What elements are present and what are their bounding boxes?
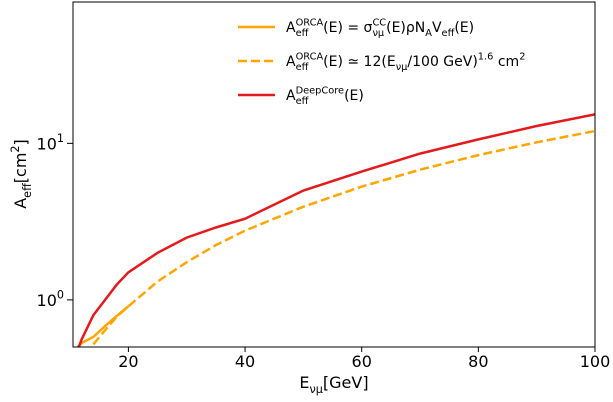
x-tick-label: 80 bbox=[468, 352, 488, 371]
plot-frame bbox=[72, 1, 596, 348]
legend-label: AeffDeepCore(E) bbox=[286, 86, 364, 108]
y-tick-label: 100 bbox=[37, 289, 64, 310]
x-tick-label: 40 bbox=[235, 352, 255, 371]
x-axis-label: Eνμ[GeV] bbox=[299, 373, 368, 396]
y-axis-label: Aeff[cm2] bbox=[9, 139, 34, 209]
legend-label: AeffORCA(E) ≃ 12(Eνμ/100 GeV)1.6 cm2 bbox=[286, 52, 525, 73]
y-tick-label: 101 bbox=[37, 132, 64, 153]
series-line bbox=[92, 129, 595, 346]
x-tick-label: 60 bbox=[352, 352, 372, 371]
series-line bbox=[77, 113, 595, 347]
legend-label: AeffORCA(E) = σνμCC(E)ρNAVeff(E) bbox=[286, 18, 474, 40]
x-tick-label: 20 bbox=[118, 352, 138, 371]
x-tick-label: 100 bbox=[580, 352, 611, 371]
